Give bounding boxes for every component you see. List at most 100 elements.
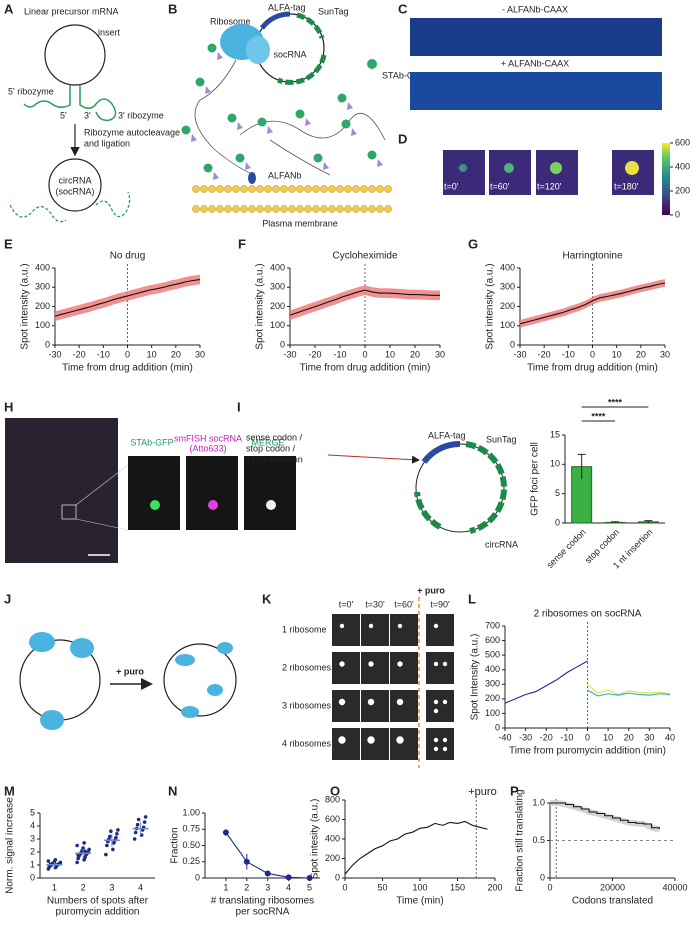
lipid (352, 205, 360, 213)
lipid (224, 185, 232, 193)
socrna (163, 643, 237, 717)
point (132, 837, 137, 841)
x-axis-label: Time from drug addition (min) (300, 363, 431, 374)
y-tick-label: 0 (495, 722, 500, 732)
antibody (351, 128, 357, 136)
spot (367, 736, 375, 744)
x-tick-label: 30 (660, 349, 670, 359)
nascent-chain (194, 59, 386, 176)
x-tick-label: 30 (644, 732, 654, 742)
point (116, 828, 120, 832)
x-tick-label: 30 (435, 349, 445, 359)
lipid (264, 205, 272, 213)
panel-h: STAb-GFP smFISH socRNA (Atto633) MERGE (5, 418, 296, 563)
axis (344, 800, 495, 879)
lipid (320, 205, 328, 213)
label: STAb-GFP (130, 437, 173, 447)
arrow (327, 454, 420, 464)
lipid (216, 205, 224, 213)
error-band (55, 274, 200, 321)
image (361, 652, 389, 684)
lipid (304, 205, 312, 213)
x-axis-label: per socRNA (236, 907, 290, 918)
chart: 0 1 2 3 4 5 1 2 3 4 Norm. signal increase Numbers o… (5, 797, 155, 918)
image (5, 418, 118, 563)
label: t=120' (537, 181, 562, 191)
lipid (280, 185, 288, 193)
spot (339, 623, 345, 629)
y-tick-label: 200 (325, 853, 340, 863)
point (115, 832, 119, 836)
x-tick-label: 20 (410, 349, 420, 359)
label: t=180' (614, 181, 639, 191)
y-tick-label: 100 (270, 320, 285, 330)
x-tick-label: 10 (603, 732, 613, 742)
x-axis-label: Time from puromycin addition (min) (509, 746, 666, 757)
y-tick-label: 0 (540, 872, 545, 882)
label: circRNA (485, 539, 518, 549)
point (114, 835, 118, 840)
x-tick-label: 3 (109, 882, 114, 892)
label: ALFA-tag (268, 2, 306, 12)
lipid (328, 205, 336, 213)
antibody (217, 52, 223, 60)
circ-rna (48, 158, 102, 212)
image (332, 614, 360, 646)
lipid (192, 185, 200, 193)
antibody (205, 86, 211, 94)
y-axis-label: Fraction (170, 827, 181, 863)
stab-gfp (195, 77, 205, 87)
image (443, 150, 485, 195)
panel-b: Ribosome ALFA-tag SunTag socRNA STAb-GFP… (181, 2, 425, 228)
x-axis-label: puromycin addition (56, 907, 140, 918)
image (332, 728, 360, 760)
lipid (288, 205, 296, 213)
spot (625, 161, 639, 175)
x-axis-label: Time (min) (396, 896, 443, 907)
spot (338, 698, 346, 706)
suntag (296, 12, 325, 39)
chart: 0 100 200 300 400 -30 -20 -10 0 10 20 30 No drug Spot… (20, 251, 205, 374)
x-tick-label: -10 (560, 732, 573, 742)
y-tick-label: 0.25 (182, 856, 200, 866)
colorbar-label: 200 (675, 185, 690, 195)
x-tick-label: 0 (362, 349, 367, 359)
y-axis-label: Spot intensity (a.u.) (485, 263, 496, 349)
marker (285, 874, 292, 881)
point (105, 843, 109, 848)
lipid (288, 185, 296, 193)
lipid (336, 185, 344, 193)
panel-label: H (4, 399, 13, 414)
antibody (267, 126, 273, 134)
lipid (200, 185, 208, 193)
y-tick-label: 0 (335, 872, 340, 882)
y-tick-label: 0 (45, 339, 50, 349)
spot (442, 737, 448, 743)
label: 5' (60, 110, 67, 120)
x-tick-label: -20 (538, 349, 551, 359)
label: insert (98, 27, 121, 37)
y-tick-label: 200 (270, 301, 285, 311)
stab-gfp (295, 109, 305, 119)
x-tick-label: 2 (244, 882, 249, 892)
spot (550, 162, 562, 174)
y-axis-label: Spot intensity (a.u.) (255, 263, 266, 349)
lipid (240, 205, 248, 213)
y-tick-label: 100 (35, 320, 50, 330)
spot (396, 698, 404, 706)
spot (459, 164, 467, 172)
ribosome (217, 642, 233, 654)
chart-title: Cycloheximide (332, 251, 397, 262)
x-tick-label: -20 (308, 349, 321, 359)
y-axis-label: Spot Intensity (a.u.) (470, 634, 481, 721)
colorbar-label: 600 (675, 137, 690, 147)
lipid (368, 185, 376, 193)
lipid (344, 185, 352, 193)
y-tick-label: 5 (555, 488, 560, 498)
x-tick-label: 10 (147, 349, 157, 359)
image (390, 652, 418, 684)
point (109, 829, 113, 833)
y-tick-label: 1.0 (532, 797, 545, 807)
x-tick-label: 20 (171, 349, 181, 359)
